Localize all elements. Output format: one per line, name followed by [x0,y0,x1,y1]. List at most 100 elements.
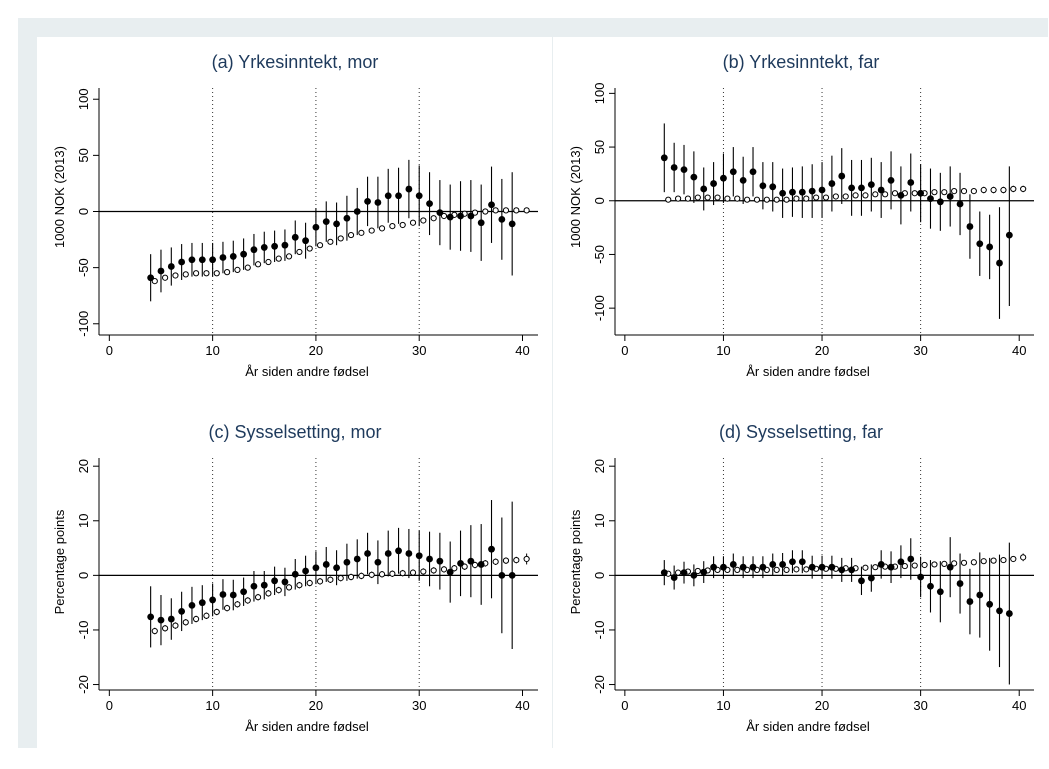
data-point-filled [508,571,516,579]
figure-frame: (a) Yrkesinntekt, mor År siden andre fød… [18,18,1048,762]
data-point-hollow [921,561,928,569]
data-point-hollow [368,571,375,578]
data-point-hollow [990,186,997,194]
data-point-hollow [254,594,262,601]
data-point-filled [818,563,826,571]
data-point-filled [670,164,678,171]
data-point-hollow [471,561,479,569]
data-point-hollow [852,192,859,199]
data-point-filled [353,555,361,563]
data-point-filled [260,244,268,251]
y-tick-label: 10 [592,514,607,528]
data-point-hollow [430,215,437,222]
x-tick-label: 30 [913,698,927,713]
data-point-filled [917,189,925,197]
data-point-hollow [234,601,241,608]
data-point-hollow [891,190,899,197]
data-point-hollow [172,622,179,629]
data-point-filled [700,185,708,193]
data-point-filled [660,569,668,577]
data-point-filled [343,558,351,566]
data-point-hollow [306,245,313,252]
data-point-hollow [347,573,355,581]
x-tick-label: 10 [205,343,219,358]
data-point-hollow [911,190,918,197]
data-point-filled [720,563,727,571]
data-point-filled [353,208,361,215]
data-point-filled [986,243,994,251]
data-point-hollow [793,195,800,202]
data-point-filled [374,199,382,206]
data-point-filled [167,615,175,623]
x-tick-label: 20 [309,343,323,358]
data-point-filled [759,563,767,571]
data-point-filled [956,200,964,208]
data-point-hollow [773,196,780,203]
data-point-hollow [244,597,251,604]
data-point-filled [966,223,974,230]
data-point-hollow [461,563,468,570]
data-point-hollow [409,569,417,576]
data-point-hollow [1000,186,1007,194]
data-point-filled [240,588,248,596]
data-point-hollow [931,561,938,568]
data-point-hollow [358,229,365,236]
data-point-filled [333,220,340,228]
y-tick-label: -50 [76,258,91,277]
data-point-hollow [960,187,968,195]
y-tick-label: 20 [76,459,91,473]
data-point-hollow [832,193,839,200]
data-point-filled [897,191,905,199]
x-axis-label: År siden andre fødsel [746,364,870,379]
data-point-hollow [684,195,692,202]
data-point-hollow [665,196,672,203]
data-point-hollow [970,187,977,195]
data-point-hollow [813,194,820,201]
data-point-filled [769,561,777,568]
data-point-hollow [911,562,918,569]
data-point-filled [395,547,402,555]
data-point-filled [749,563,757,571]
data-point-filled [384,550,392,557]
data-point-hollow [724,195,731,202]
data-point-filled [690,173,698,181]
data-point-filled [415,192,423,200]
data-point-hollow [316,578,324,585]
data-point-filled [498,215,506,223]
data-point-filled [322,561,330,568]
data-point-filled [907,179,915,186]
chart-title: (c) Sysselsetting, mor [208,422,381,442]
data-point-hollow [704,194,711,201]
data-point-hollow [1010,185,1017,193]
data-point-hollow [275,587,282,594]
data-point-filled [457,559,464,567]
data-point-hollow [862,564,869,571]
data-point-filled [907,555,915,563]
data-point-hollow [1020,185,1027,193]
data-point-hollow [275,255,282,262]
data-point-hollow [420,568,427,575]
x-tick-label: 20 [815,343,829,358]
data-point-hollow [368,227,375,234]
data-point-hollow [951,187,958,195]
data-point-filled [209,256,217,264]
data-point-hollow [492,558,499,565]
x-tick-label: 10 [716,698,730,713]
data-point-filled [488,545,495,553]
data-point-filled [477,219,485,227]
data-point-filled [467,557,475,565]
data-point-filled [858,577,865,585]
data-point-hollow [502,557,510,564]
data-point-hollow [430,567,437,574]
data-point-filled [798,188,806,196]
data-point-filled [936,588,944,596]
x-tick-label: 20 [815,698,829,713]
data-point-filled [700,568,708,576]
data-point-hollow [244,264,251,271]
data-point-filled [271,242,278,250]
data-point-filled [789,188,796,196]
data-point-filled [446,213,454,221]
data-point-hollow [822,194,830,201]
data-point-filled [996,607,1003,615]
y-tick-label: 0 [76,208,91,215]
